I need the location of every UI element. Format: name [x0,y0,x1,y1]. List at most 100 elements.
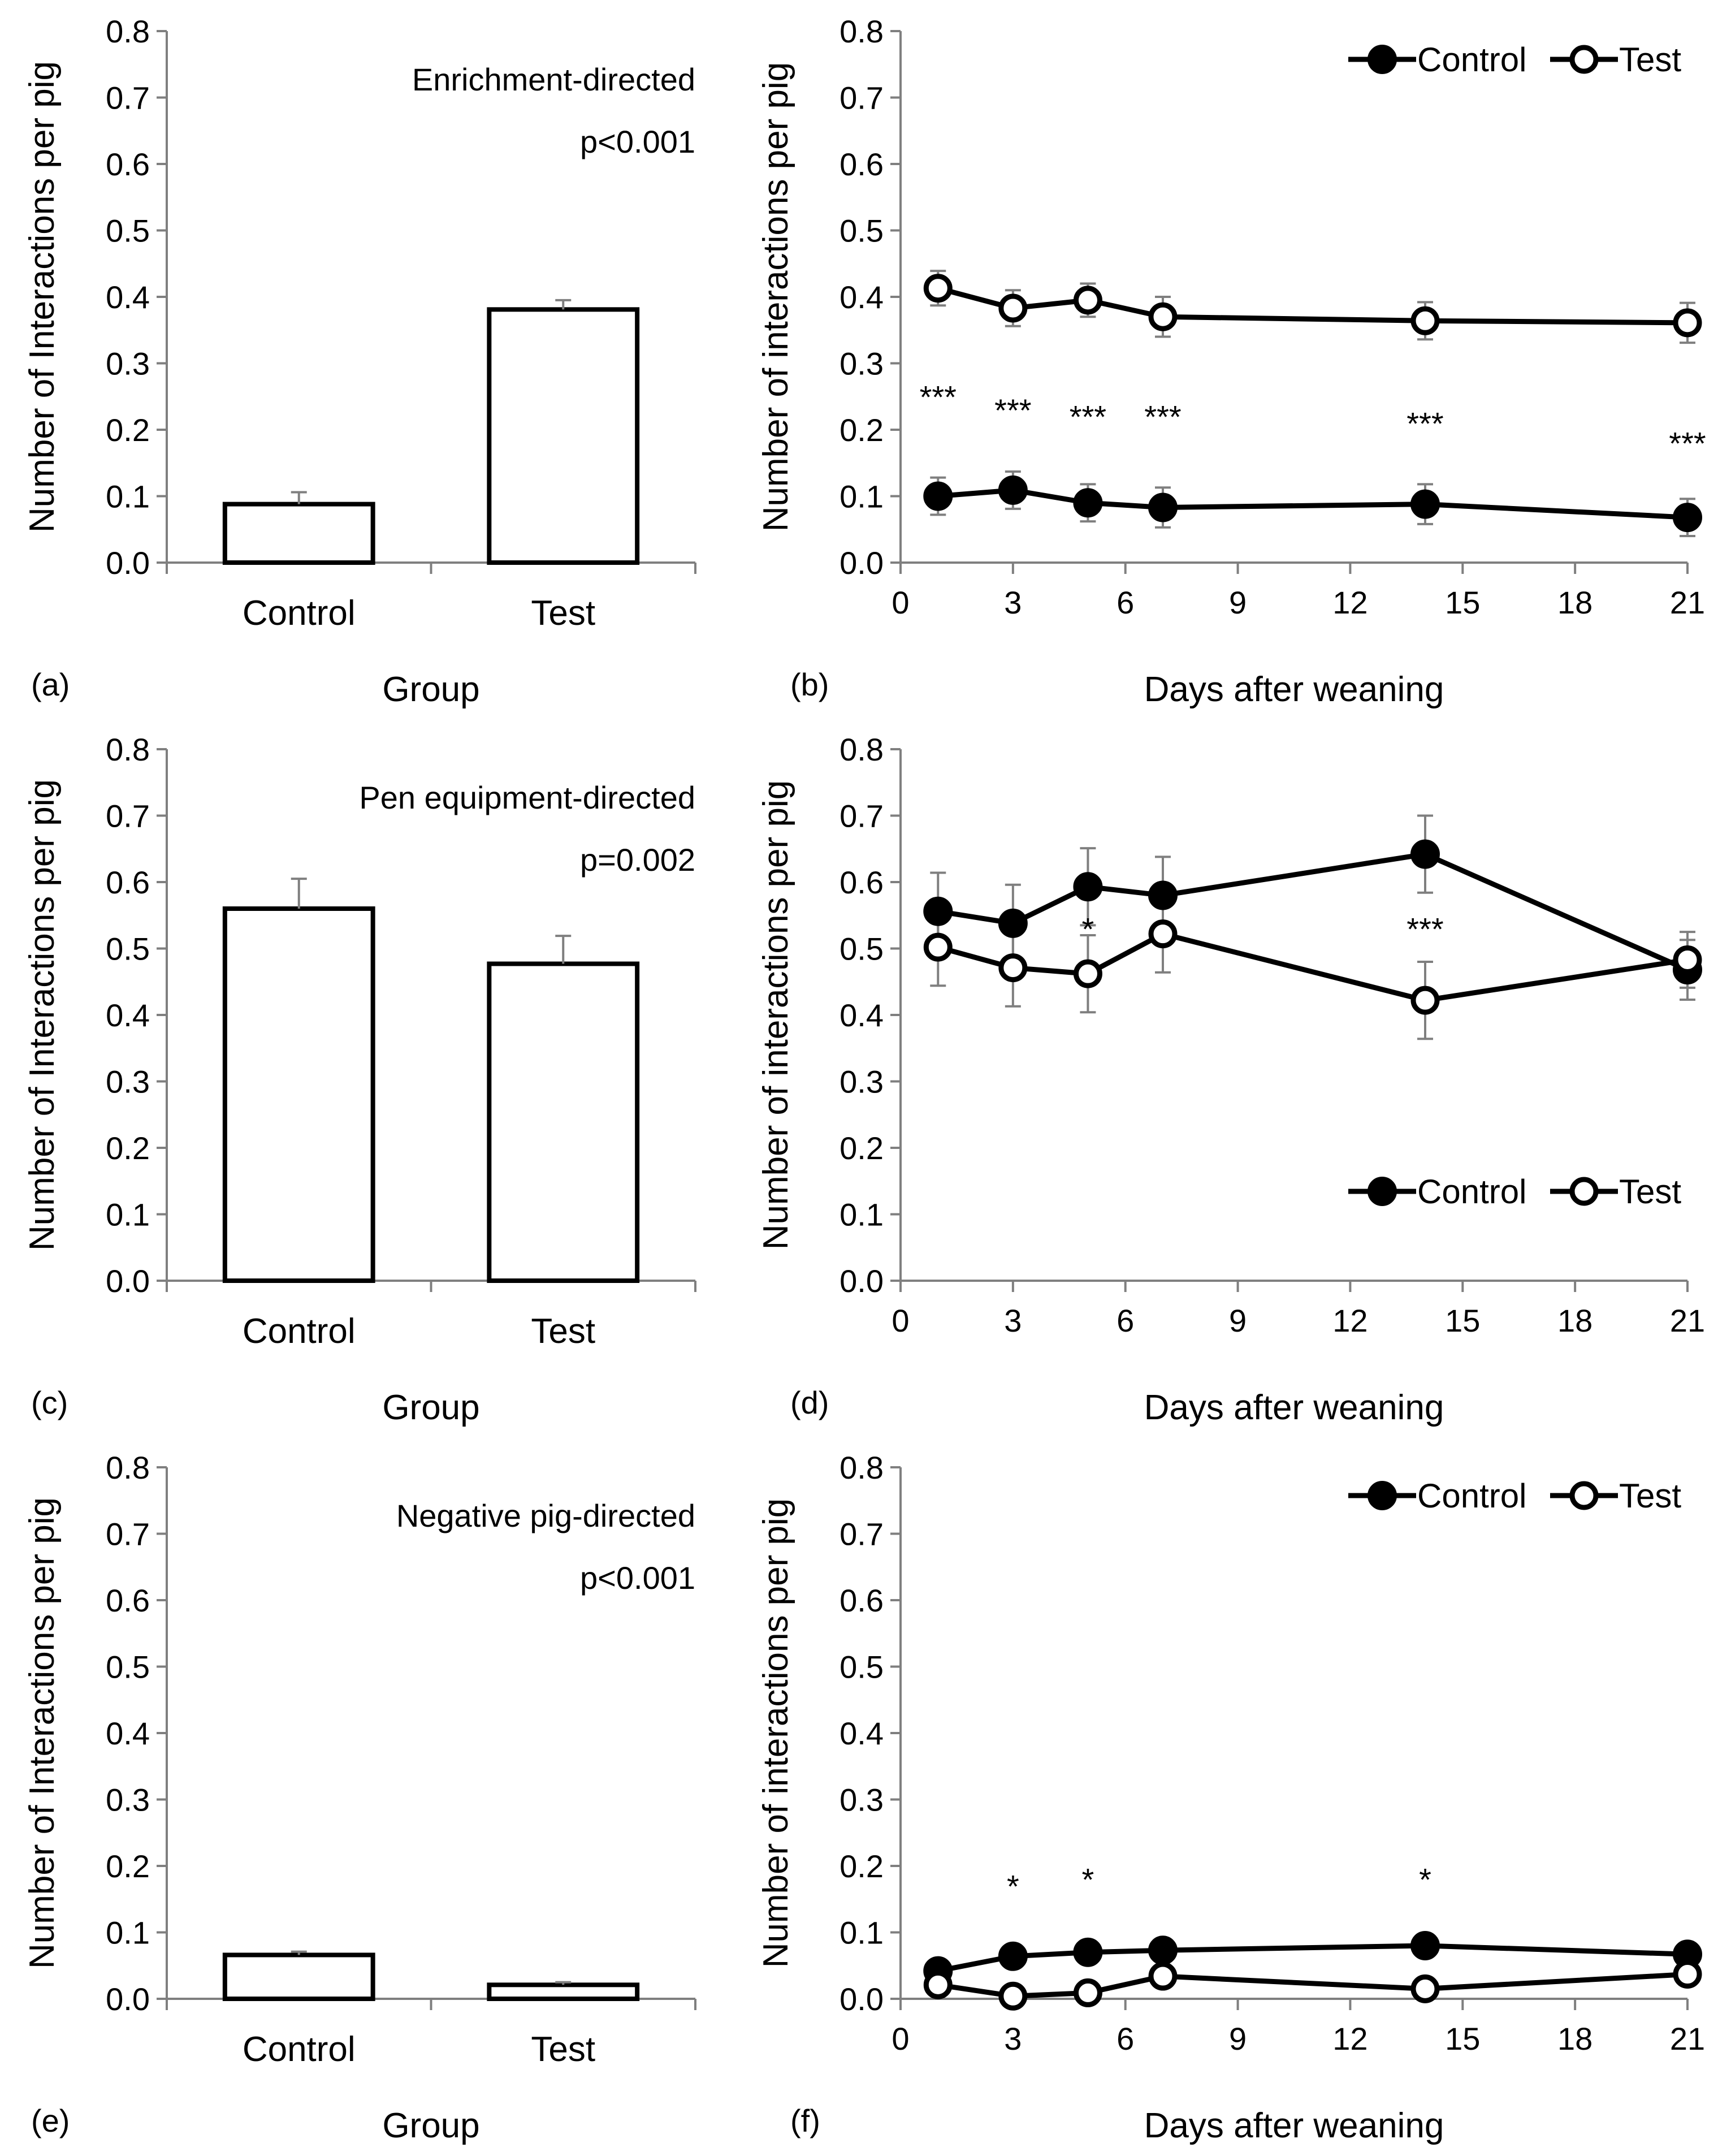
bar-test [487,307,640,565]
x-tick-label: 15 [1445,1303,1480,1338]
y-tick-label: 0.7 [839,798,884,834]
x-tick-label: 6 [1117,1303,1134,1338]
data-point-test [1073,959,1102,988]
panel-label: (b) [790,667,829,702]
x-category-label: Test [531,594,595,633]
legend-label: Test [1619,41,1681,79]
y-tick-label: 0.4 [106,279,150,315]
x-tick-label: 9 [1229,585,1247,620]
y-tick-label: 0.6 [839,146,884,182]
series-line-control [937,1943,1688,1974]
x-tick-label: 18 [1557,2021,1592,2056]
data-point-test [1148,919,1178,949]
y-tick-label: 0.6 [839,865,884,900]
y-tick-label: 0.5 [839,931,884,967]
y-tick-label: 0.2 [106,412,150,448]
y-tick-label: 0.6 [106,865,150,900]
y-tick-label: 0.0 [106,1981,150,2017]
data-point-control [1148,492,1178,522]
x-tick-label: 0 [892,1303,909,1338]
bar-test [487,1982,640,2001]
y-tick-label: 0.5 [106,213,150,249]
data-point-test [923,274,953,303]
y-tick-label: 0.5 [106,1649,150,1685]
y-tick-label: 0.8 [839,1450,884,1485]
y-tick-label: 0.3 [839,1064,884,1100]
legend-label: Test [1619,1477,1681,1515]
data-point-control [1673,503,1702,533]
x-category-label: Control [243,594,356,633]
legend-label: Control [1417,41,1526,79]
y-tick-label: 0.5 [106,931,150,967]
y-tick-label: 0.6 [839,1583,884,1618]
y-tick-label: 0.3 [839,346,884,382]
y-tick-label: 0.0 [106,1263,150,1299]
data-point-test [923,932,953,962]
significance-marker: * [1007,1868,1019,1904]
significance-marker: * [1419,1862,1431,1898]
series-line-test [937,931,1688,1003]
y-tick-label: 0.8 [106,732,150,767]
y-tick-label: 0.8 [839,732,884,767]
x-tick-label: 15 [1445,585,1480,620]
line-panel: 0.0 0.1 0.2 0.3 0.4 0.5 0.6 0.7 0.8 Number of int… [756,14,1706,709]
legend-marker [1569,45,1599,74]
x-tick-label: 3 [1004,585,1022,620]
y-tick-label: 0.8 [106,1450,150,1485]
panel-annotation: Negative pig-directed [396,1498,695,1533]
x-tick-label: 21 [1670,1303,1705,1338]
significance-marker: *** [994,392,1031,428]
y-tick-label: 0.3 [106,1064,150,1100]
legend-marker [1368,1177,1397,1206]
y-tick-label: 0.6 [106,146,150,182]
significance-marker: * [1082,911,1094,947]
y-tick-label: 0.1 [839,479,884,515]
y-tick-label: 0.2 [106,1848,150,1884]
y-tick-label: 0.7 [106,80,150,116]
x-tick-label: 3 [1004,2021,1022,2056]
bar-panel: 0.0 0.1 0.2 0.3 0.4 0.5 0.6 0.7 0.8 Number of Int… [23,1450,696,2145]
significance-marker: *** [1407,405,1443,441]
legend-label: Test [1619,1173,1681,1211]
panel-annotation: p<0.001 [580,1560,695,1596]
bar-test [487,961,640,1283]
y-tick-label: 0.0 [106,545,150,581]
significance-marker: *** [1669,426,1706,461]
x-tick-label: 6 [1117,585,1134,620]
data-point-control [1410,489,1440,519]
y-tick-label: 0.1 [106,1915,150,1951]
x-tick-label: 21 [1670,585,1705,620]
y-tick-label: 0.1 [839,1197,884,1233]
data-point-test [1673,945,1702,974]
bar-panel: 0.0 0.1 0.2 0.3 0.4 0.5 0.6 0.7 0.8 Number of Int… [23,732,696,1427]
data-point-control [998,908,1028,938]
data-point-test [1410,1974,1440,2003]
panel-label: (e) [31,2103,70,2138]
y-tick-label: 0.1 [106,1197,150,1233]
y-tick-label: 0.0 [839,1981,884,2017]
x-category-label: Test [531,1312,595,1351]
y-tick-label: 0.2 [106,1130,150,1166]
y-tick-label: 0.3 [106,346,150,382]
x-tick-label: 12 [1332,1303,1368,1338]
data-point-control [1410,1931,1440,1960]
data-point-test [1073,286,1102,315]
panel-annotation: Enrichment-directed [412,62,695,97]
bar-control [222,906,375,1283]
significance-marker: *** [1144,399,1181,435]
line-panel: 0.0 0.1 0.2 0.3 0.4 0.5 0.6 0.7 0.8 Number of int… [756,1450,1705,2145]
y-tick-label: 0.5 [839,213,884,249]
y-axis-title: Number of interactions per pig [756,780,795,1250]
x-tick-label: 12 [1332,2021,1368,2056]
y-tick-label: 0.4 [839,997,884,1033]
x-tick-label: 21 [1670,2021,1705,2056]
y-tick-label: 0.2 [839,1130,884,1166]
x-axis-title: Days after weaning [1144,1388,1444,1427]
data-point-control [998,1941,1028,1971]
panel-annotation: Pen equipment-directed [359,780,695,815]
x-axis-title: Group [382,670,479,709]
bar-control [222,1952,375,2001]
data-point-test [998,293,1028,323]
data-point-test [1410,986,1440,1015]
y-tick-label: 0.8 [106,14,150,49]
